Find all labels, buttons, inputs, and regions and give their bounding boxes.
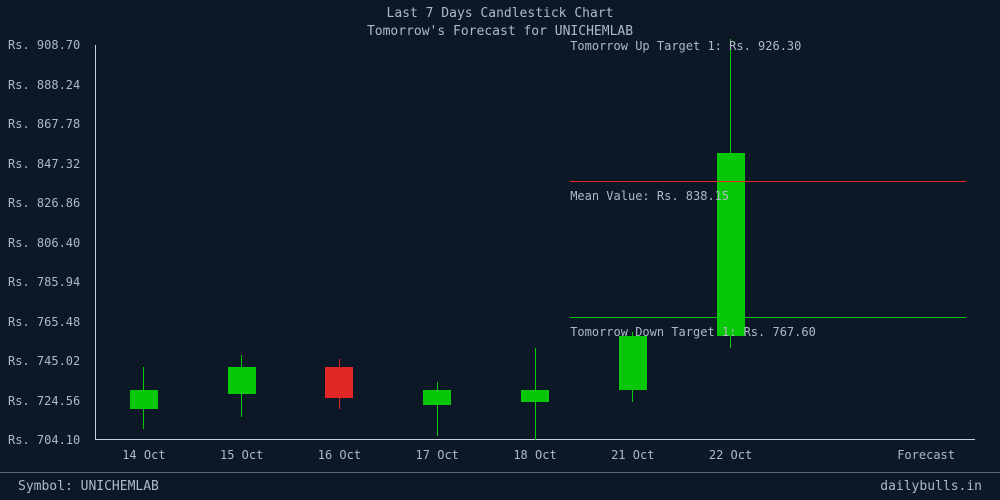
y-axis-tick: Rs. 785.94 xyxy=(8,275,88,289)
footer-symbol: Symbol: UNICHEMLAB xyxy=(18,479,159,494)
candle-body xyxy=(423,390,451,405)
y-axis-tick: Rs. 867.78 xyxy=(8,117,88,131)
candle-body xyxy=(521,390,549,402)
y-axis-tick: Rs. 888.24 xyxy=(8,78,88,92)
candle-body xyxy=(717,153,745,336)
candle-body xyxy=(619,336,647,390)
annotation-label: Tomorrow Up Target 1: Rs. 926.30 xyxy=(570,39,801,53)
y-axis-tick: Rs. 745.02 xyxy=(8,354,88,368)
y-axis-tick: Rs. 765.48 xyxy=(8,315,88,329)
y-axis-tick: Rs. 704.10 xyxy=(8,433,88,447)
footer-bar: Symbol: UNICHEMLAB dailybulls.in xyxy=(0,472,1000,500)
y-axis-tick: Rs. 847.32 xyxy=(8,157,88,171)
x-axis-tick: 15 Oct xyxy=(220,448,263,462)
x-axis-tick: 14 Oct xyxy=(122,448,165,462)
x-axis-tick: 18 Oct xyxy=(513,448,556,462)
y-axis-tick: Rs. 724.56 xyxy=(8,394,88,408)
candle-body xyxy=(130,390,158,409)
footer-site: dailybulls.in xyxy=(880,479,982,494)
x-axis-tick: 21 Oct xyxy=(611,448,654,462)
x-axis-tick: 22 Oct xyxy=(709,448,752,462)
annotation-line xyxy=(570,317,966,318)
annotation-label: Mean Value: Rs. 838.15 xyxy=(570,189,729,203)
y-axis-tick: Rs. 806.40 xyxy=(8,236,88,250)
y-axis-tick: Rs. 908.70 xyxy=(8,38,88,52)
annotation-line xyxy=(570,181,966,182)
chart-subtitle: Tomorrow's Forecast for UNICHEMLAB xyxy=(0,24,1000,39)
x-axis-tick: 16 Oct xyxy=(318,448,361,462)
candle-body xyxy=(228,367,256,394)
x-axis-tick: 17 Oct xyxy=(416,448,459,462)
annotation-label: Tomorrow Down Target 1: Rs. 767.60 xyxy=(570,325,816,339)
candle-body xyxy=(325,367,353,398)
y-axis-tick: Rs. 826.86 xyxy=(8,196,88,210)
chart-title: Last 7 Days Candlestick Chart xyxy=(0,6,1000,21)
x-axis-tick: Forecast xyxy=(897,448,955,462)
